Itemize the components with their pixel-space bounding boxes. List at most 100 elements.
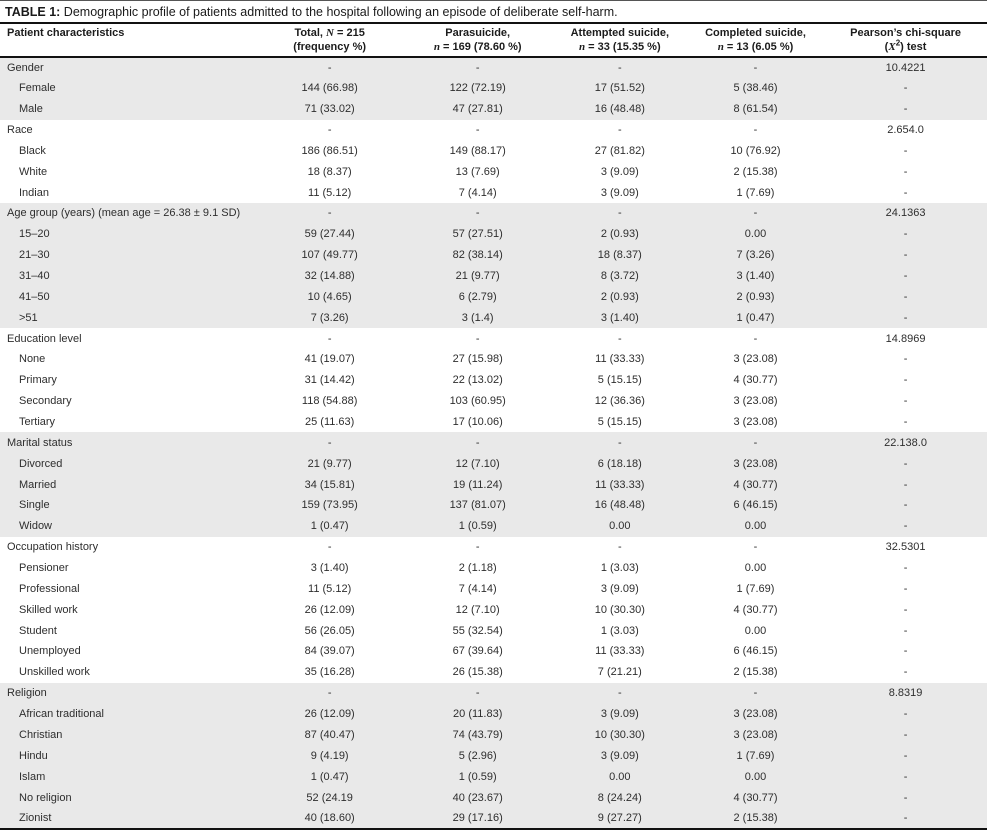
column-header-characteristics: Patient characteristics [0, 24, 257, 58]
cell-total: 1 (0.47) [256, 515, 403, 537]
cell-total: - [256, 682, 403, 704]
table-row: Unemployed 84 (39.07) 67 (39.64) 11 (33.33)… [0, 641, 987, 662]
cell-completed: 3 (23.08) [733, 353, 778, 366]
table-row: Widow 1 (0.47) 1 (0.59) 0.00 0.00- [0, 515, 987, 537]
cell-attempted: 2 (0.93) [552, 286, 687, 308]
cell-parasuicide: 2 (1.18) [458, 562, 497, 575]
cell-parasuicide: 1 (0.59) [402, 515, 553, 537]
cell-total: - [256, 432, 403, 454]
cell-completed: 4 (30.77) [686, 787, 825, 808]
cell-total: 25 (11.63) [304, 416, 355, 429]
cell-total: - [256, 203, 403, 224]
cell-attempted: 1 (3.03) [600, 624, 639, 637]
cell-parasuicide: 12 (7.10) [402, 453, 553, 475]
cell-parasuicide: 40 (23.67) [402, 787, 553, 808]
table-row: Christian 87 (40.47) 74 (43.79) 10 (30.30) 3… [0, 724, 987, 746]
cell-attempted: 6 (18.18) [552, 453, 687, 475]
cell-completed: 3 (1.40) [686, 265, 825, 287]
column-header-total: Total, N = 215 (frequency %) [256, 24, 403, 58]
cell-attempted: - [552, 432, 687, 454]
row-label: Education level [7, 332, 82, 345]
cell-total: 26 (12.09) [304, 603, 355, 616]
cell-chi-square: 14.8969 [885, 332, 926, 345]
cell-completed: 3 (23.08) [733, 395, 778, 408]
cell-parasuicide: 122 (72.19) [402, 77, 553, 99]
cell-chi-square: - [903, 645, 908, 658]
row-label: Gender [0, 57, 257, 78]
row-label: Primary [19, 374, 57, 387]
cell-completed: 3 (23.08) [733, 416, 778, 429]
cell-total: 71 (33.02) [256, 98, 403, 120]
cell-attempted: 8 (3.72) [552, 265, 687, 287]
cell-parasuicide: 7 (4.14) [458, 582, 497, 595]
cell-completed: 0.00 [744, 562, 767, 575]
cell-parasuicide: - [475, 541, 480, 554]
table-row: Student 56 (26.05) 55 (32.54) 1 (3.03) 0.00 - [0, 620, 987, 641]
table-row: Black 186 (86.51) 149 (88.17) 27 (81.82) 10 … [0, 140, 987, 161]
table-body: Gender - - - -10.4221 Female 144 (66.98) 122 (7… [0, 57, 987, 829]
cell-total: 1 (0.47) [256, 766, 403, 788]
cell-chi-square: - [824, 724, 987, 746]
cell-attempted: 5 (15.15) [597, 416, 642, 429]
cell-attempted: 16 (48.48) [552, 98, 687, 120]
table-row: 15–20 59 (27.44) 57 (27.51) 2 (0.93) 0.00- [0, 223, 987, 245]
cell-parasuicide: 67 (39.64) [452, 645, 503, 658]
cell-completed: - [753, 332, 758, 345]
cell-total: 59 (27.44) [256, 223, 403, 245]
row-label: Single [0, 495, 257, 516]
cell-parasuicide: - [402, 57, 553, 78]
cell-completed: 10 (76.92) [730, 144, 781, 157]
cell-total: 11 (5.12) [308, 186, 352, 199]
cell-parasuicide: 29 (17.16) [402, 807, 553, 829]
table-header: Patient characteristics Total, N = 215 (fr… [0, 24, 987, 58]
cell-completed: 0.00 [686, 766, 825, 788]
cell-chi-square: - [903, 666, 908, 679]
cell-parasuicide: 1 (0.59) [402, 766, 553, 788]
row-label: Indian [19, 186, 49, 199]
table-row: Female 144 (66.98) 122 (72.19) 17 (51.52) 5 … [0, 77, 987, 99]
cell-attempted: 16 (48.48) [552, 495, 687, 516]
cell-parasuicide: 7 (4.14) [458, 186, 497, 199]
cell-total: 41 (19.07) [304, 353, 355, 366]
row-label: Occupation history [7, 541, 99, 554]
table-row: Primary 31 (14.42) 22 (13.02) 5 (15.15) 4 (3… [0, 370, 987, 391]
cell-attempted: 18 (8.37) [552, 244, 687, 266]
cell-attempted: - [617, 124, 622, 136]
cell-chi-square: - [824, 223, 987, 245]
cell-chi-square: - [903, 186, 908, 199]
cell-total: 34 (15.81) [256, 474, 403, 496]
cell-attempted: 7 (21.21) [597, 666, 642, 679]
cell-parasuicide: 5 (2.96) [402, 745, 553, 767]
table-row: Religion - - - -8.8319 [0, 682, 987, 704]
cell-total: 32 (14.88) [256, 265, 403, 287]
row-label: White [19, 165, 48, 178]
cell-attempted: - [617, 541, 622, 554]
cell-chi-square: - [903, 353, 908, 366]
cell-chi-square: - [903, 624, 908, 637]
cell-completed: 1 (7.69) [736, 186, 775, 199]
cell-attempted: 8 (24.24) [552, 787, 687, 808]
row-label: >51 [0, 307, 257, 329]
cell-completed: 7 (3.26) [686, 244, 825, 266]
cell-completed: 1 (0.47) [686, 307, 825, 329]
cell-total: 11 (5.12) [308, 582, 352, 595]
cell-chi-square: - [903, 374, 908, 387]
cell-completed: 1 (7.69) [736, 582, 775, 595]
cell-completed: - [686, 432, 825, 454]
table-row: 31–40 32 (14.88) 21 (9.77) 8 (3.72) 3 (1.40)… [0, 265, 987, 287]
cell-chi-square: - [824, 807, 987, 829]
row-label: None [19, 353, 46, 366]
cell-total: 159 (73.95) [256, 495, 403, 516]
cell-attempted: 10 (30.30) [594, 603, 645, 616]
cell-chi-square: - [903, 562, 908, 575]
row-label: Widow [0, 515, 257, 537]
table-row: 41–50 10 (4.65) 6 (2.79) 2 (0.93) 2 (0.93) - [0, 286, 987, 308]
cell-attempted: 3 (9.09) [600, 186, 639, 199]
cell-chi-square: 32.5301 [885, 541, 926, 554]
row-label: Islam [0, 766, 257, 788]
column-header-parasuicide: Parasuicide, n = 169 (78.60 %) [402, 24, 553, 58]
row-label: Male [0, 98, 257, 120]
column-header-completed: Completed suicide, n = 13 (6.05 %) [686, 24, 825, 58]
row-label: Unemployed [19, 645, 81, 658]
table-caption-label: TABLE 1: [5, 5, 61, 19]
